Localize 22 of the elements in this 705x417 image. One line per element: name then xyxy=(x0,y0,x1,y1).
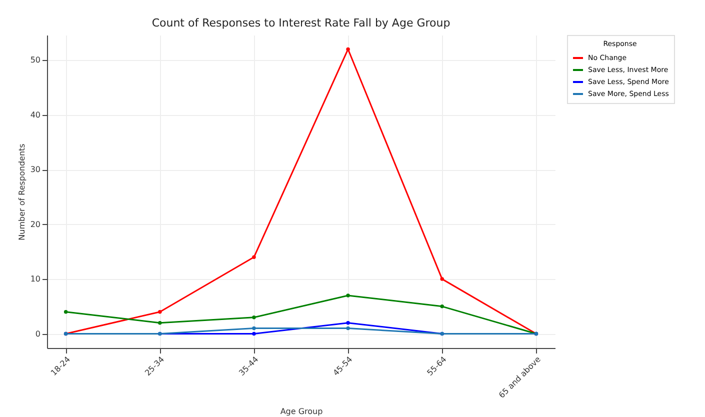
y-tick-label: 0 xyxy=(35,329,40,338)
point xyxy=(252,315,256,320)
point xyxy=(440,304,444,308)
point xyxy=(346,320,350,325)
point xyxy=(252,326,256,330)
point xyxy=(158,310,162,314)
chart-title: Count of Responses to Interest Rate Fall by Age Group xyxy=(152,16,450,30)
point xyxy=(440,277,444,281)
y-tick-label: 40 xyxy=(30,110,40,120)
y-tick-label: 20 xyxy=(30,220,40,229)
point xyxy=(252,332,256,336)
point xyxy=(346,47,350,52)
y-tick-label: 30 xyxy=(30,165,40,174)
x-axis-title: Age Group xyxy=(280,406,323,416)
y-tick-label: 10 xyxy=(30,274,40,284)
y-axis-title: Number of Respondents xyxy=(17,144,26,240)
point xyxy=(346,326,350,330)
point xyxy=(346,294,350,298)
point xyxy=(158,320,162,325)
y-tick-label: 50 xyxy=(30,56,40,65)
point xyxy=(64,310,68,314)
point xyxy=(252,255,256,260)
